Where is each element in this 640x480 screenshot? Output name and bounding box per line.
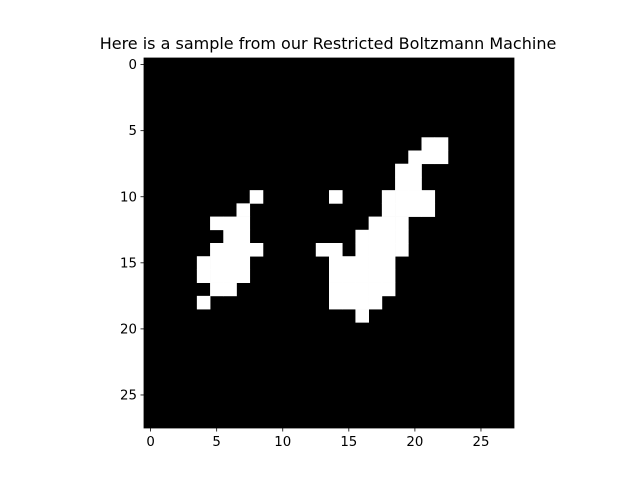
heatmap-cell-r16-c16 <box>355 269 369 283</box>
heatmap-cell-r18-c16 <box>355 295 369 310</box>
x-tick-label: 25 <box>472 435 489 450</box>
heatmap-cell-r14-c17 <box>368 243 383 257</box>
heatmap-cell-r12-c17 <box>368 216 383 231</box>
x-tick-label: 5 <box>212 435 220 450</box>
heatmap-cell-r11-c20 <box>408 203 422 217</box>
x-tick-label: 10 <box>274 435 291 450</box>
chart-title: Here is a sample from our Restricted Bol… <box>100 34 557 53</box>
x-tick-label: 0 <box>146 435 154 450</box>
x-tick-label: 15 <box>340 435 357 450</box>
heatmap-cell-r13-c19 <box>395 229 409 244</box>
heatmap-cell-r16-c17 <box>368 269 383 283</box>
heatmap-cell-r6-c21 <box>421 137 436 151</box>
heatmap-cell-r19-c16 <box>355 309 369 323</box>
heatmap-cell-r11-c21 <box>421 203 436 217</box>
heatmap-cell-r10-c14 <box>329 190 343 204</box>
heatmap-cell-r13-c6 <box>223 229 237 244</box>
heatmap-cell-r15-c7 <box>236 256 251 270</box>
heatmap-cell-r17-c17 <box>368 282 383 297</box>
heatmap-cell-r18-c4 <box>196 295 211 310</box>
heatmap-cell-r16-c14 <box>329 269 343 283</box>
heatmap-cell-r7-c22 <box>434 150 449 165</box>
heatmap-cell-r14-c5 <box>210 243 224 257</box>
heatmap-cell-r15-c18 <box>381 256 396 270</box>
heatmap-cell-r12-c7 <box>236 216 251 231</box>
heatmap-cell-r16-c15 <box>342 269 356 283</box>
x-axis: 0 5 10 15 20 25 <box>146 428 489 450</box>
heatmap-cell-r11-c19 <box>395 203 409 217</box>
y-tick-label: 15 <box>120 256 137 271</box>
heatmap-cell-r15-c14 <box>329 256 343 270</box>
heatmap-cell-r7-c20 <box>408 150 422 165</box>
heatmap-cell-r14-c13 <box>315 243 330 257</box>
heatmap-cell-r13-c16 <box>355 229 369 244</box>
plot-area <box>143 57 515 429</box>
heatmap-cell-r16-c18 <box>381 269 396 283</box>
heatmap-cell-r11-c18 <box>381 203 396 217</box>
heatmap-cell-r16-c7 <box>236 269 251 283</box>
heatmap-cell-r11-c7 <box>236 203 251 217</box>
heatmap-cell-r16-c6 <box>223 269 237 283</box>
heatmap-cell-r12-c18 <box>381 216 396 231</box>
heatmap-cell-r18-c14 <box>329 295 343 310</box>
heatmap-cell-r15-c6 <box>223 256 237 270</box>
heatmap-cell-r9-c20 <box>408 176 422 191</box>
heatmap-cell-r9-c19 <box>395 176 409 191</box>
heatmap-cell-r10-c20 <box>408 190 422 204</box>
heatmap-cell-r17-c15 <box>342 282 356 297</box>
heatmap-cell-r17-c6 <box>223 282 237 297</box>
y-tick-label: 5 <box>129 124 137 139</box>
heatmap-cell-r14-c7 <box>236 243 251 257</box>
heatmap-cell-r15-c16 <box>355 256 369 270</box>
heatmap-cell-r15-c4 <box>196 256 211 270</box>
y-tick-label: 25 <box>120 388 137 403</box>
heatmap-cell-r14-c19 <box>395 243 409 257</box>
heatmap-cell-r14-c6 <box>223 243 237 257</box>
heatmap-cell-r10-c21 <box>421 190 436 204</box>
heatmap-cell-r17-c14 <box>329 282 343 297</box>
heatmap-cell-r13-c7 <box>236 229 251 244</box>
heatmap-cell-r18-c17 <box>368 295 383 310</box>
heatmap-cell-r16-c4 <box>196 269 211 283</box>
heatmap-cell-r15-c17 <box>368 256 383 270</box>
y-tick-label: 10 <box>120 190 137 205</box>
heatmap-cell-r17-c18 <box>381 282 396 297</box>
heatmap-cell-r13-c17 <box>368 229 383 244</box>
y-axis: 0 5 10 15 20 25 <box>120 58 144 403</box>
heatmap-cell-r6-c22 <box>434 137 449 151</box>
x-tick-label: 20 <box>406 435 423 450</box>
heatmap-cell-r17-c5 <box>210 282 224 297</box>
heatmap-cell-r16-c5 <box>210 269 224 283</box>
heatmap-cell-r8-c19 <box>395 163 409 178</box>
heatmap-cell-r17-c16 <box>355 282 369 297</box>
heatmap-cell-r10-c8 <box>249 190 264 204</box>
heatmap-cell-r12-c5 <box>210 216 224 231</box>
heatmap-cell-r18-c15 <box>342 295 356 310</box>
heatmap-cell-r8-c20 <box>408 163 422 178</box>
heatmap-cell-r14-c18 <box>381 243 396 257</box>
heatmap-cell-r14-c16 <box>355 243 369 257</box>
heatmap-cell-r12-c6 <box>223 216 237 231</box>
heatmap-cell-r10-c18 <box>381 190 396 204</box>
heatmap-cell-r10-c19 <box>395 190 409 204</box>
y-tick-label: 0 <box>129 58 137 73</box>
heatmap-cell-r15-c5 <box>210 256 224 270</box>
heatmap-cell-r7-c21 <box>421 150 436 165</box>
heatmap-cell-r15-c15 <box>342 256 356 270</box>
heatmap-cell-r12-c19 <box>395 216 409 231</box>
heatmap-cell-r13-c18 <box>381 229 396 244</box>
heatmap-cell-r14-c8 <box>249 243 264 257</box>
axes-frame <box>143 57 515 429</box>
heatmap-cell-r14-c14 <box>329 243 343 257</box>
y-tick-label: 20 <box>120 322 137 337</box>
pixel-layer <box>196 137 449 323</box>
